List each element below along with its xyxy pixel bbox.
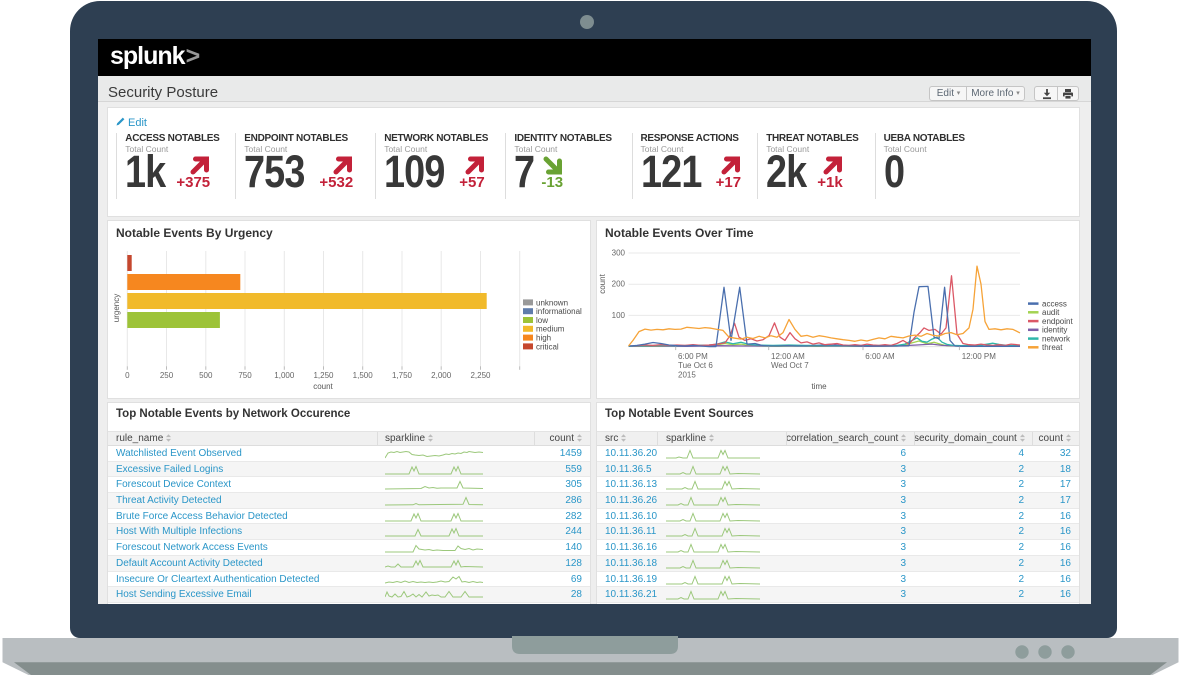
svg-text:Wed Oct 7: Wed Oct 7 (771, 361, 809, 370)
svg-text:1,250: 1,250 (313, 371, 334, 380)
svg-text:network: network (1042, 334, 1071, 343)
svg-text:threat: threat (1042, 343, 1063, 352)
svg-text:2,000: 2,000 (431, 371, 452, 380)
svg-text:critical: critical (536, 342, 559, 351)
svg-text:medium: medium (536, 325, 565, 334)
svg-text:1,500: 1,500 (353, 371, 374, 380)
svg-text:0: 0 (125, 371, 130, 380)
svg-text:250: 250 (160, 371, 174, 380)
svg-text:high: high (536, 334, 551, 343)
svg-text:endpoint: endpoint (1042, 317, 1073, 326)
svg-text:informational: informational (536, 307, 582, 316)
svg-text:unknown: unknown (536, 298, 568, 307)
svg-text:1,000: 1,000 (274, 371, 295, 380)
svg-text:audit: audit (1042, 308, 1060, 317)
svg-text:2015: 2015 (678, 370, 696, 379)
svg-text:low: low (536, 316, 548, 325)
svg-text:300: 300 (612, 249, 626, 258)
svg-text:6:00 AM: 6:00 AM (865, 352, 895, 361)
svg-text:100: 100 (612, 311, 626, 320)
svg-text:urgency: urgency (112, 294, 121, 322)
svg-text:200: 200 (612, 280, 626, 289)
svg-text:Tue Oct 6: Tue Oct 6 (678, 361, 713, 370)
svg-text:500: 500 (199, 371, 213, 380)
svg-text:2,250: 2,250 (470, 371, 491, 380)
svg-text:1,750: 1,750 (392, 371, 413, 380)
svg-text:count: count (598, 273, 607, 293)
svg-text:count: count (313, 382, 333, 391)
svg-text:12:00 PM: 12:00 PM (962, 352, 997, 361)
svg-text:identity: identity (1042, 326, 1067, 335)
svg-text:6:00 PM: 6:00 PM (678, 352, 708, 361)
svg-text:time: time (811, 382, 827, 391)
svg-text:750: 750 (238, 371, 252, 380)
svg-text:12:00 AM: 12:00 AM (771, 352, 805, 361)
svg-text:access: access (1042, 299, 1067, 308)
